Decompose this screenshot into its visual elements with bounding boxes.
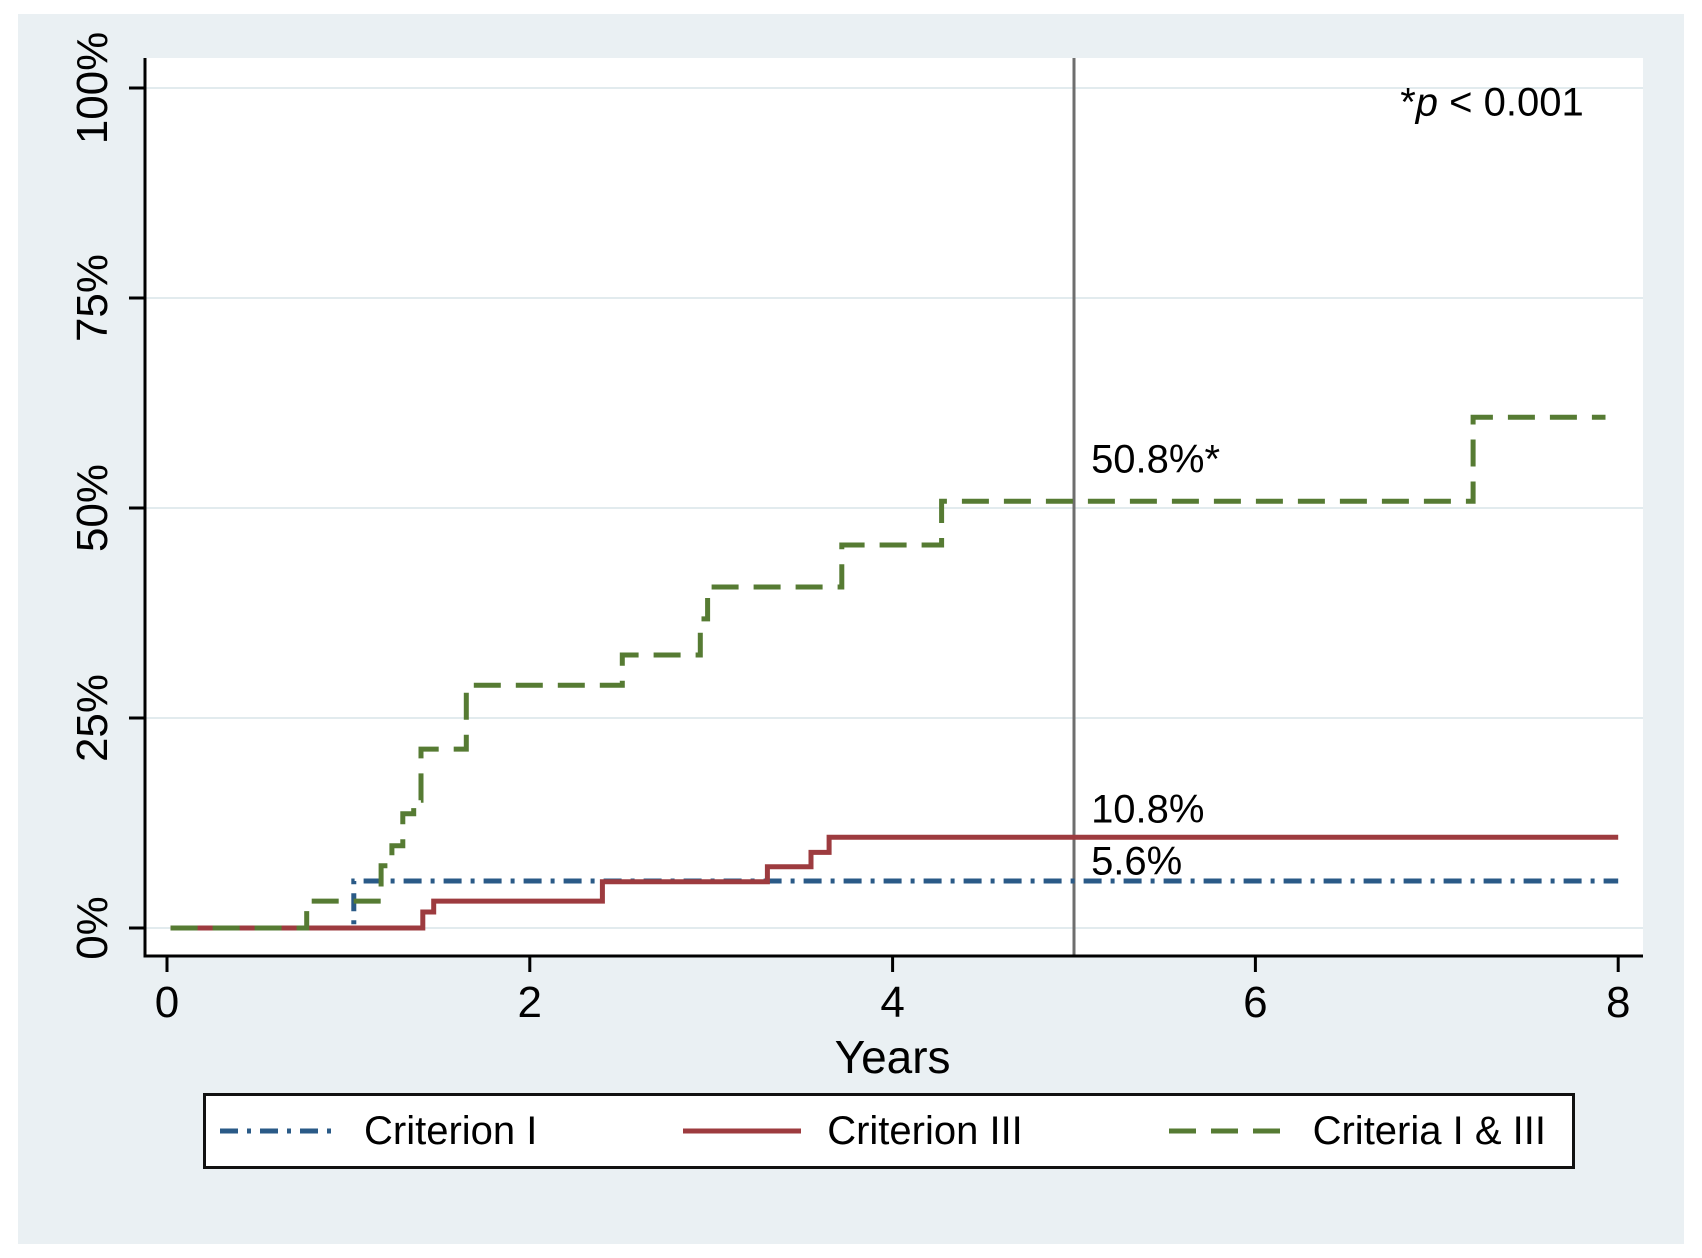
pvalue-star: * <box>1400 80 1416 125</box>
y-tick-label: 25% <box>68 673 117 763</box>
legend-item-criterion-iii: Criterion III <box>683 1109 1023 1154</box>
y-tick-label: 75% <box>68 253 117 343</box>
curve-annotation: 50.8%* <box>1091 437 1221 482</box>
legend-label: Criteria I & III <box>1312 1108 1546 1153</box>
x-tick-label: 0 <box>154 978 180 1027</box>
legend-line-sample <box>220 1128 338 1134</box>
series-curve-criteria-i-iii <box>170 414 1606 931</box>
pvalue-variable: p <box>1415 80 1439 125</box>
series-curve-criterion-iii <box>170 834 1619 931</box>
pvalue-rest: < 0.001 <box>1438 80 1584 125</box>
pvalue-annotation: *p < 0.001 <box>1400 80 1584 125</box>
x-tick-label: 4 <box>880 978 905 1027</box>
legend: Criterion I Criterion III Criteria I & III <box>203 1093 1575 1169</box>
y-tick-label: 0% <box>68 896 117 960</box>
y-tick-label: 100% <box>68 31 117 145</box>
series-curve-criterion-i <box>170 878 1619 931</box>
legend-line-sample <box>683 1128 802 1134</box>
legend-item-criterion-i: Criterion I <box>220 1109 537 1154</box>
curve-annotation: 5.6% <box>1091 839 1183 884</box>
legend-line-sample <box>1168 1128 1287 1134</box>
x-tick-label: 6 <box>1243 978 1268 1027</box>
x-axis-title: Years <box>834 1031 951 1083</box>
legend-label: Criterion III <box>827 1108 1023 1153</box>
legend-item-criteria-i-iii: Criteria I & III <box>1168 1108 1546 1154</box>
plot-area <box>129 58 1643 972</box>
x-tick-label: 8 <box>1605 978 1631 1027</box>
curve-annotation: 10.8% <box>1091 787 1205 832</box>
chart-canvas <box>129 58 1643 972</box>
y-tick-label: 50% <box>68 463 117 553</box>
x-tick-label: 2 <box>517 978 543 1027</box>
legend-label: Criterion I <box>364 1108 538 1153</box>
